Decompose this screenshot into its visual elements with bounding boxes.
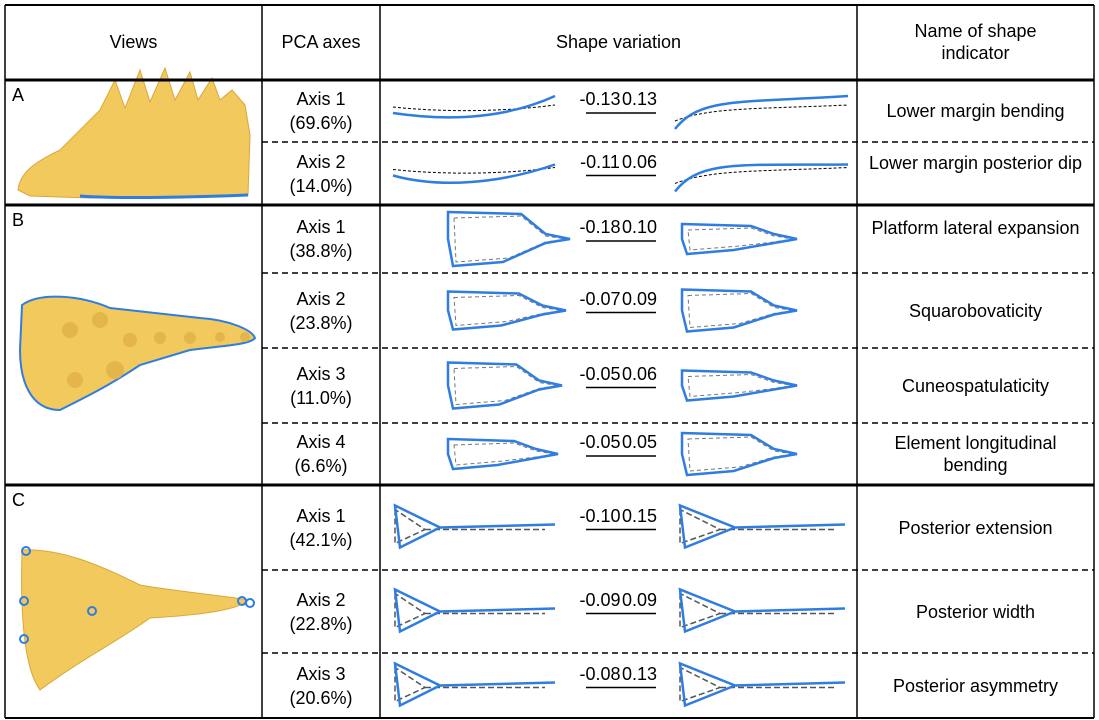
axis-variance: (23.8%) [289,312,353,333]
shape-reference [453,215,567,263]
axis-name: Axis 1 [296,217,346,237]
shape-reference [679,592,835,629]
axis-variance: (6.6%) [294,456,348,476]
header-views: Views [109,32,158,52]
shape-reference [687,227,794,251]
axis-variance: (20.6%) [289,687,353,708]
axis-name: Axis 3 [296,663,346,684]
shape-indicator-name: Posterior asymmetry [892,675,1059,696]
shape-outline [674,94,849,130]
shape-reference [687,292,794,329]
shape-indicator-name: Squarobovaticity [908,300,1043,321]
scale-min: -0.05 [579,363,621,384]
scale-max: 0.06 [622,363,658,384]
group-label: C [12,490,25,510]
scale-min: -0.18 [579,217,621,237]
axis-variance: (11.0%) [290,387,352,408]
shape-indicator-name: Element longitudinal bending [894,433,1057,475]
scale-max: 0.05 [622,432,658,452]
shape-reference [394,592,545,629]
axis-variance: (69.6%) [289,113,353,133]
scale-max: 0.10 [622,217,658,237]
axis-name: Axis 2 [296,589,346,610]
shape-indicator-name: Posterior extension [898,517,1053,538]
scale-min: -0.09 [579,589,621,610]
scale-min: -0.05 [579,432,621,452]
axis-variance: (14.0%) [289,175,353,196]
shape-outline [678,587,846,634]
scale-max: 0.13 [622,89,658,109]
axis-name: Axis 2 [296,288,346,309]
shape-outline [393,587,556,634]
axis-name: Axis 1 [296,505,346,526]
shape-reference [394,666,545,703]
group-label: A [12,85,25,105]
header-name: Name of shape indicator [914,21,1037,63]
shape-indicator-name: Posterior width [915,601,1036,622]
shape-outline [392,94,556,119]
specimen-a [17,66,251,200]
shape-reference [687,436,794,472]
header-shape-variation: Shape variation [555,32,682,52]
axis-name: Axis 4 [296,432,346,452]
scale-min: -0.10 [579,505,621,526]
specimen-c [19,546,255,691]
shape-indicator-name: Cuneospatulaticity [901,375,1050,396]
shape-outline [446,210,571,268]
shape-outline [678,503,846,550]
shape-indicator-name: Lower margin posterior dip [868,152,1083,173]
axis-name: Axis 2 [296,151,346,172]
scale-max: 0.13 [622,663,658,684]
shape-outline [393,661,556,708]
shape-indicator-name: Lower margin bending [886,101,1065,121]
scale-min: -0.08 [579,663,621,684]
scale-max: 0.06 [622,151,658,172]
axis-variance: (22.8%) [289,613,353,634]
shape-outline [680,431,798,477]
shape-outline [680,288,798,333]
shape-reference [679,666,835,703]
shape-outline [678,661,846,708]
shape-outline [674,163,849,193]
shape-reference [687,373,794,398]
shape-outline [446,437,559,471]
shape-outline [393,503,556,550]
shape-reference [453,442,555,466]
shape-reference [674,104,849,122]
shape-reference [453,365,559,406]
shape-reference [679,508,835,545]
shape-outline [680,222,798,256]
shape-indicator-name: Platform lateral expansion [871,218,1080,238]
scale-min: -0.11 [580,151,620,172]
axis-variance: (42.1%) [289,529,353,550]
shape-outline [446,290,567,331]
specimen-b [18,295,257,412]
scale-max: 0.09 [622,288,658,309]
shape-outline [446,361,563,410]
shape-reference [453,294,563,327]
header-pca-axes: PCA axes [281,32,361,52]
scale-max: 0.15 [622,505,658,526]
group-label: B [12,210,25,230]
scale-min: -0.07 [579,288,621,309]
axis-variance: (38.8%) [289,241,353,261]
shape-reference [674,167,849,184]
scale-max: 0.09 [622,589,658,610]
shape-reference [392,104,556,112]
shape-outline [392,163,556,184]
axis-name: Axis 1 [296,89,346,109]
shape-outline [680,369,798,402]
shape-reference [394,508,545,545]
scale-min: -0.13 [579,89,621,109]
axis-name: Axis 3 [296,363,346,384]
